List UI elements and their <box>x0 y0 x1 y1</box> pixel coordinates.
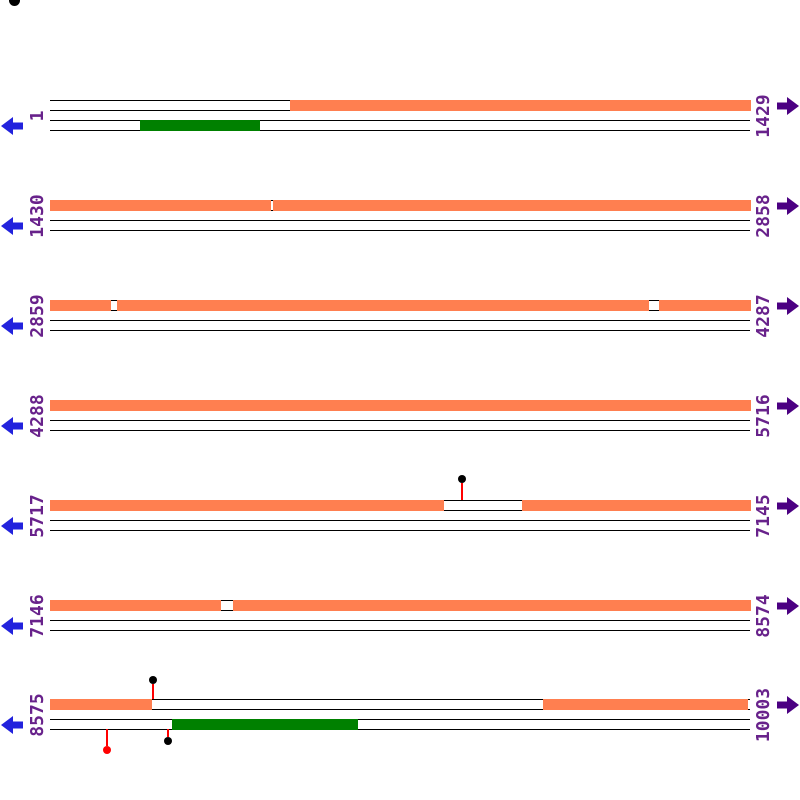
feature-bar <box>50 300 111 311</box>
marker-stem <box>167 729 169 737</box>
marker-stem <box>461 483 463 500</box>
feature-bar <box>172 719 358 730</box>
arrow-left-icon[interactable] <box>1 416 23 436</box>
bottom-sequence-line <box>50 320 750 331</box>
marker-dot <box>149 676 157 684</box>
arrow-right-icon[interactable] <box>777 596 799 616</box>
marker-stem <box>106 729 108 746</box>
feature-bar <box>50 500 444 511</box>
feature-bar <box>50 200 271 211</box>
row-start-label: 1 <box>27 110 48 121</box>
row-start-label: 2859 <box>27 293 48 338</box>
marker-dot <box>164 737 172 745</box>
row-end-label: 5716 <box>753 393 774 438</box>
row-end-label: 10003 <box>753 687 774 742</box>
feature-bar <box>290 100 751 111</box>
bottom-sequence-line <box>50 420 750 431</box>
clipped-dot-artifact <box>8 0 20 6</box>
row-end-label: 1429 <box>753 93 774 138</box>
arrow-left-icon[interactable] <box>1 516 23 536</box>
row-end-label: 7145 <box>753 493 774 538</box>
bottom-sequence-line <box>50 620 750 631</box>
bottom-sequence-line <box>50 120 750 131</box>
row-end-label: 8574 <box>753 593 774 638</box>
arrow-right-icon[interactable] <box>777 396 799 416</box>
arrow-right-icon[interactable] <box>777 296 799 316</box>
feature-bar <box>50 600 221 611</box>
row-end-label: 4287 <box>753 293 774 338</box>
arrow-right-icon[interactable] <box>777 496 799 516</box>
bottom-sequence-line <box>50 220 750 231</box>
arrow-right-icon[interactable] <box>777 695 799 715</box>
arrow-left-icon[interactable] <box>1 715 23 735</box>
marker-dot <box>103 746 111 754</box>
row-start-label: 4288 <box>27 393 48 438</box>
row-start-label: 1430 <box>27 193 48 238</box>
row-start-label: 5717 <box>27 493 48 538</box>
row-start-label: 7146 <box>27 593 48 638</box>
arrow-left-icon[interactable] <box>1 616 23 636</box>
feature-bar <box>50 400 751 411</box>
row-start-label: 8575 <box>27 692 48 737</box>
bottom-sequence-line <box>50 520 750 531</box>
feature-bar <box>117 300 649 311</box>
arrow-left-icon[interactable] <box>1 116 23 136</box>
feature-bar <box>50 699 152 710</box>
marker-dot <box>458 475 466 483</box>
arrow-right-icon[interactable] <box>777 196 799 216</box>
arrow-right-icon[interactable] <box>777 96 799 116</box>
feature-bar <box>543 699 748 710</box>
bottom-sequence-line <box>50 719 750 730</box>
feature-bar <box>233 600 751 611</box>
arrow-left-icon[interactable] <box>1 316 23 336</box>
feature-bar <box>522 500 751 511</box>
marker-stem <box>152 684 154 699</box>
feature-bar <box>140 120 260 131</box>
arrow-left-icon[interactable] <box>1 216 23 236</box>
feature-bar <box>659 300 751 311</box>
row-end-label: 2858 <box>753 193 774 238</box>
feature-bar <box>273 200 751 211</box>
top-sequence-line <box>50 699 750 710</box>
